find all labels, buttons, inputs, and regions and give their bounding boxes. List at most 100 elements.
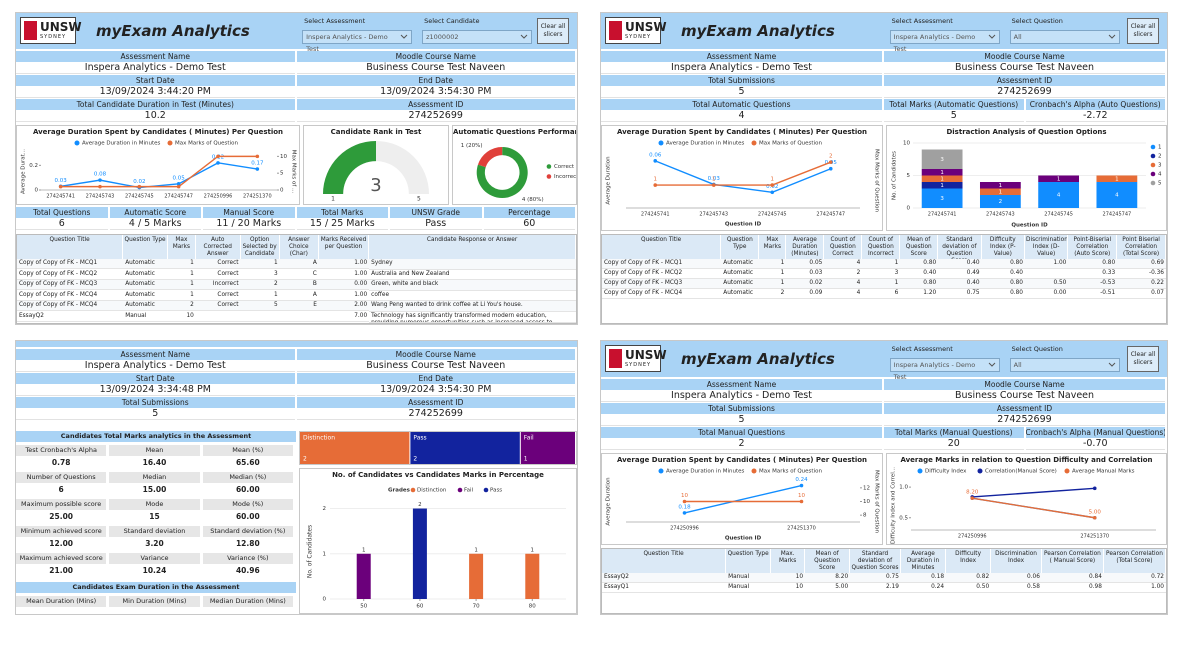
table-cell: 1 xyxy=(167,259,196,269)
bar xyxy=(525,553,540,599)
clear-button[interactable]: Clear all slicers xyxy=(1127,346,1159,372)
bar-segment xyxy=(1096,182,1138,208)
data-point xyxy=(828,160,833,164)
table-cell: Manual xyxy=(726,583,772,593)
x-tick-label: 274245741 xyxy=(928,212,957,218)
table-cell: Copy of Copy of FK - MCQ4 xyxy=(17,301,124,311)
x-tick-label: 274245741 xyxy=(46,194,75,200)
x-tick-label: 274251370 xyxy=(1080,534,1109,540)
info-label: Assessment Name xyxy=(601,51,882,62)
logo: UNSW SYDNEY xyxy=(605,345,667,372)
info-value: -2.72 xyxy=(1025,110,1165,122)
legend-label: Correlation(Manual Score) xyxy=(985,469,1057,475)
dashboard-panel: UNSW SYDNEY myExam Analytics Select Assessm… xyxy=(600,12,1168,325)
legend-marker xyxy=(483,487,489,493)
stat-label: Maximum achieved score xyxy=(16,553,107,564)
stat-label: Standard deviation (%) xyxy=(202,526,293,537)
legend-label: Incorrect xyxy=(554,174,576,180)
column-header: Marks Received per Question xyxy=(318,235,370,259)
table-cell: 0.24 xyxy=(900,583,947,593)
y-tick-label: 0.5 xyxy=(899,515,908,521)
table-cell: 0.00 xyxy=(1025,289,1069,299)
x-tick-label: 274250996 xyxy=(958,534,987,540)
info-label: Assessment ID xyxy=(296,99,575,110)
y-axis-title: No. of Candidates xyxy=(307,525,314,578)
y-axis-title: No. of Candidates xyxy=(892,151,898,200)
info-label: Manual Score xyxy=(203,207,295,218)
info-label: Cronbach's Alpha (Auto Questions) xyxy=(1025,99,1165,110)
info-label: Assessment Name xyxy=(601,379,882,390)
stat-label: Maximum possible score xyxy=(16,499,107,510)
x-tick-label: 274245741 xyxy=(641,212,670,218)
data-point xyxy=(255,154,260,159)
table-cell: 0.33 xyxy=(1068,269,1118,279)
chart-svg: Average Duration in Minutes Max Marks of … xyxy=(606,140,880,228)
series-line xyxy=(655,161,832,186)
stat-label: Median (%) xyxy=(202,472,293,483)
column-header: Mean of Question Score xyxy=(805,549,851,573)
table-cell: B xyxy=(279,280,319,290)
info-label: Total Submissions xyxy=(601,403,882,414)
data-label: 2 xyxy=(829,154,833,160)
data-point xyxy=(653,159,658,163)
info-value: 274252699 xyxy=(296,408,575,420)
table-cell: 2.19 xyxy=(850,583,901,593)
chart-svg: Distinction 2 Pass 2 Fail 1 xyxy=(300,432,575,464)
table-cell: 0.69 xyxy=(1117,259,1166,269)
y2-tick-label: 8 xyxy=(863,513,867,519)
table-cell: 0.50 xyxy=(946,583,992,593)
data-label: 0.08 xyxy=(94,172,107,178)
table-cell: 1 xyxy=(862,259,901,269)
bar-label: 2 xyxy=(418,502,422,508)
stat-value: 15 xyxy=(149,512,160,521)
logo-subtext: SYDNEY xyxy=(625,362,652,368)
y-tick-label: 0 xyxy=(35,188,39,194)
legend-label: Average Duration in Minutes xyxy=(666,141,745,147)
column-header: Point Biserial Correlation (Total Score) xyxy=(1117,235,1166,259)
donut-slice xyxy=(476,147,528,198)
table-cell: 4 xyxy=(824,259,863,269)
info-label: Start Date xyxy=(16,75,295,86)
table-cell: Copy of Copy of FK - MCQ1 xyxy=(602,259,722,269)
series-line xyxy=(684,484,802,514)
chart-title: Automatic Questions Performance xyxy=(453,128,576,136)
info-value: Inspera Analytics - Demo Test xyxy=(601,390,882,402)
slicer-dropdown[interactable]: Inspera Analytics - Demo Test xyxy=(889,30,1000,53)
series-line xyxy=(654,160,832,194)
slicer-dropdown[interactable]: All xyxy=(1009,30,1120,44)
slice-label: 1 (20%) xyxy=(461,143,483,149)
y-axis-title: Average Durat... xyxy=(21,149,27,194)
chart-title: Average Duration Spent by Candidates ( M… xyxy=(32,128,284,136)
stat-value: 25.00 xyxy=(49,512,74,521)
y-tick-label: 5 xyxy=(907,173,911,179)
slicer-dropdown[interactable]: All xyxy=(1009,358,1120,372)
slicer-dropdown[interactable]: Inspera Analytics - Demo Test xyxy=(302,30,413,53)
slicer-label: Select Candidate xyxy=(424,17,480,25)
table-cell: -0.53 xyxy=(1068,279,1118,289)
chevron-shape xyxy=(988,362,996,367)
table-cell: 0.58 xyxy=(991,583,1042,593)
info-value: 4 / 5 Marks xyxy=(109,218,201,230)
info-label: Total Candidate Duration in Test (Minute… xyxy=(16,99,295,110)
clear-button[interactable]: Clear all slicers xyxy=(1127,18,1159,44)
slicer-dropdown[interactable]: z1000002 xyxy=(422,30,533,44)
x-tick-label: 274245747 xyxy=(816,212,845,218)
chart-svg: Average Duration in Minutes Max Marks of … xyxy=(21,140,297,200)
table-cell xyxy=(279,311,319,322)
x-tick-label: 274245743 xyxy=(86,194,115,200)
segment-label: 1 xyxy=(1115,176,1119,182)
legend-label: Max Marks of Question xyxy=(759,141,822,147)
table-cell: 1 xyxy=(759,269,787,279)
column-header: Mean of Question Score xyxy=(900,235,939,259)
slicer-dropdown[interactable]: Inspera Analytics - Demo Test xyxy=(889,358,1000,381)
bar-segment xyxy=(921,175,963,182)
logo-subtext: SYDNEY xyxy=(625,34,652,40)
legend-marker xyxy=(1150,144,1156,150)
stat-label: Test Cronbach's Alpha xyxy=(16,445,107,456)
table-cell: 0.72 xyxy=(1103,573,1166,583)
series-line xyxy=(972,487,1095,498)
stat-label: Variance xyxy=(109,553,200,564)
tile-name: Fail xyxy=(524,435,534,442)
stat-value: 12.80 xyxy=(235,539,260,548)
clear-button[interactable]: Clear all slicers xyxy=(537,18,569,44)
